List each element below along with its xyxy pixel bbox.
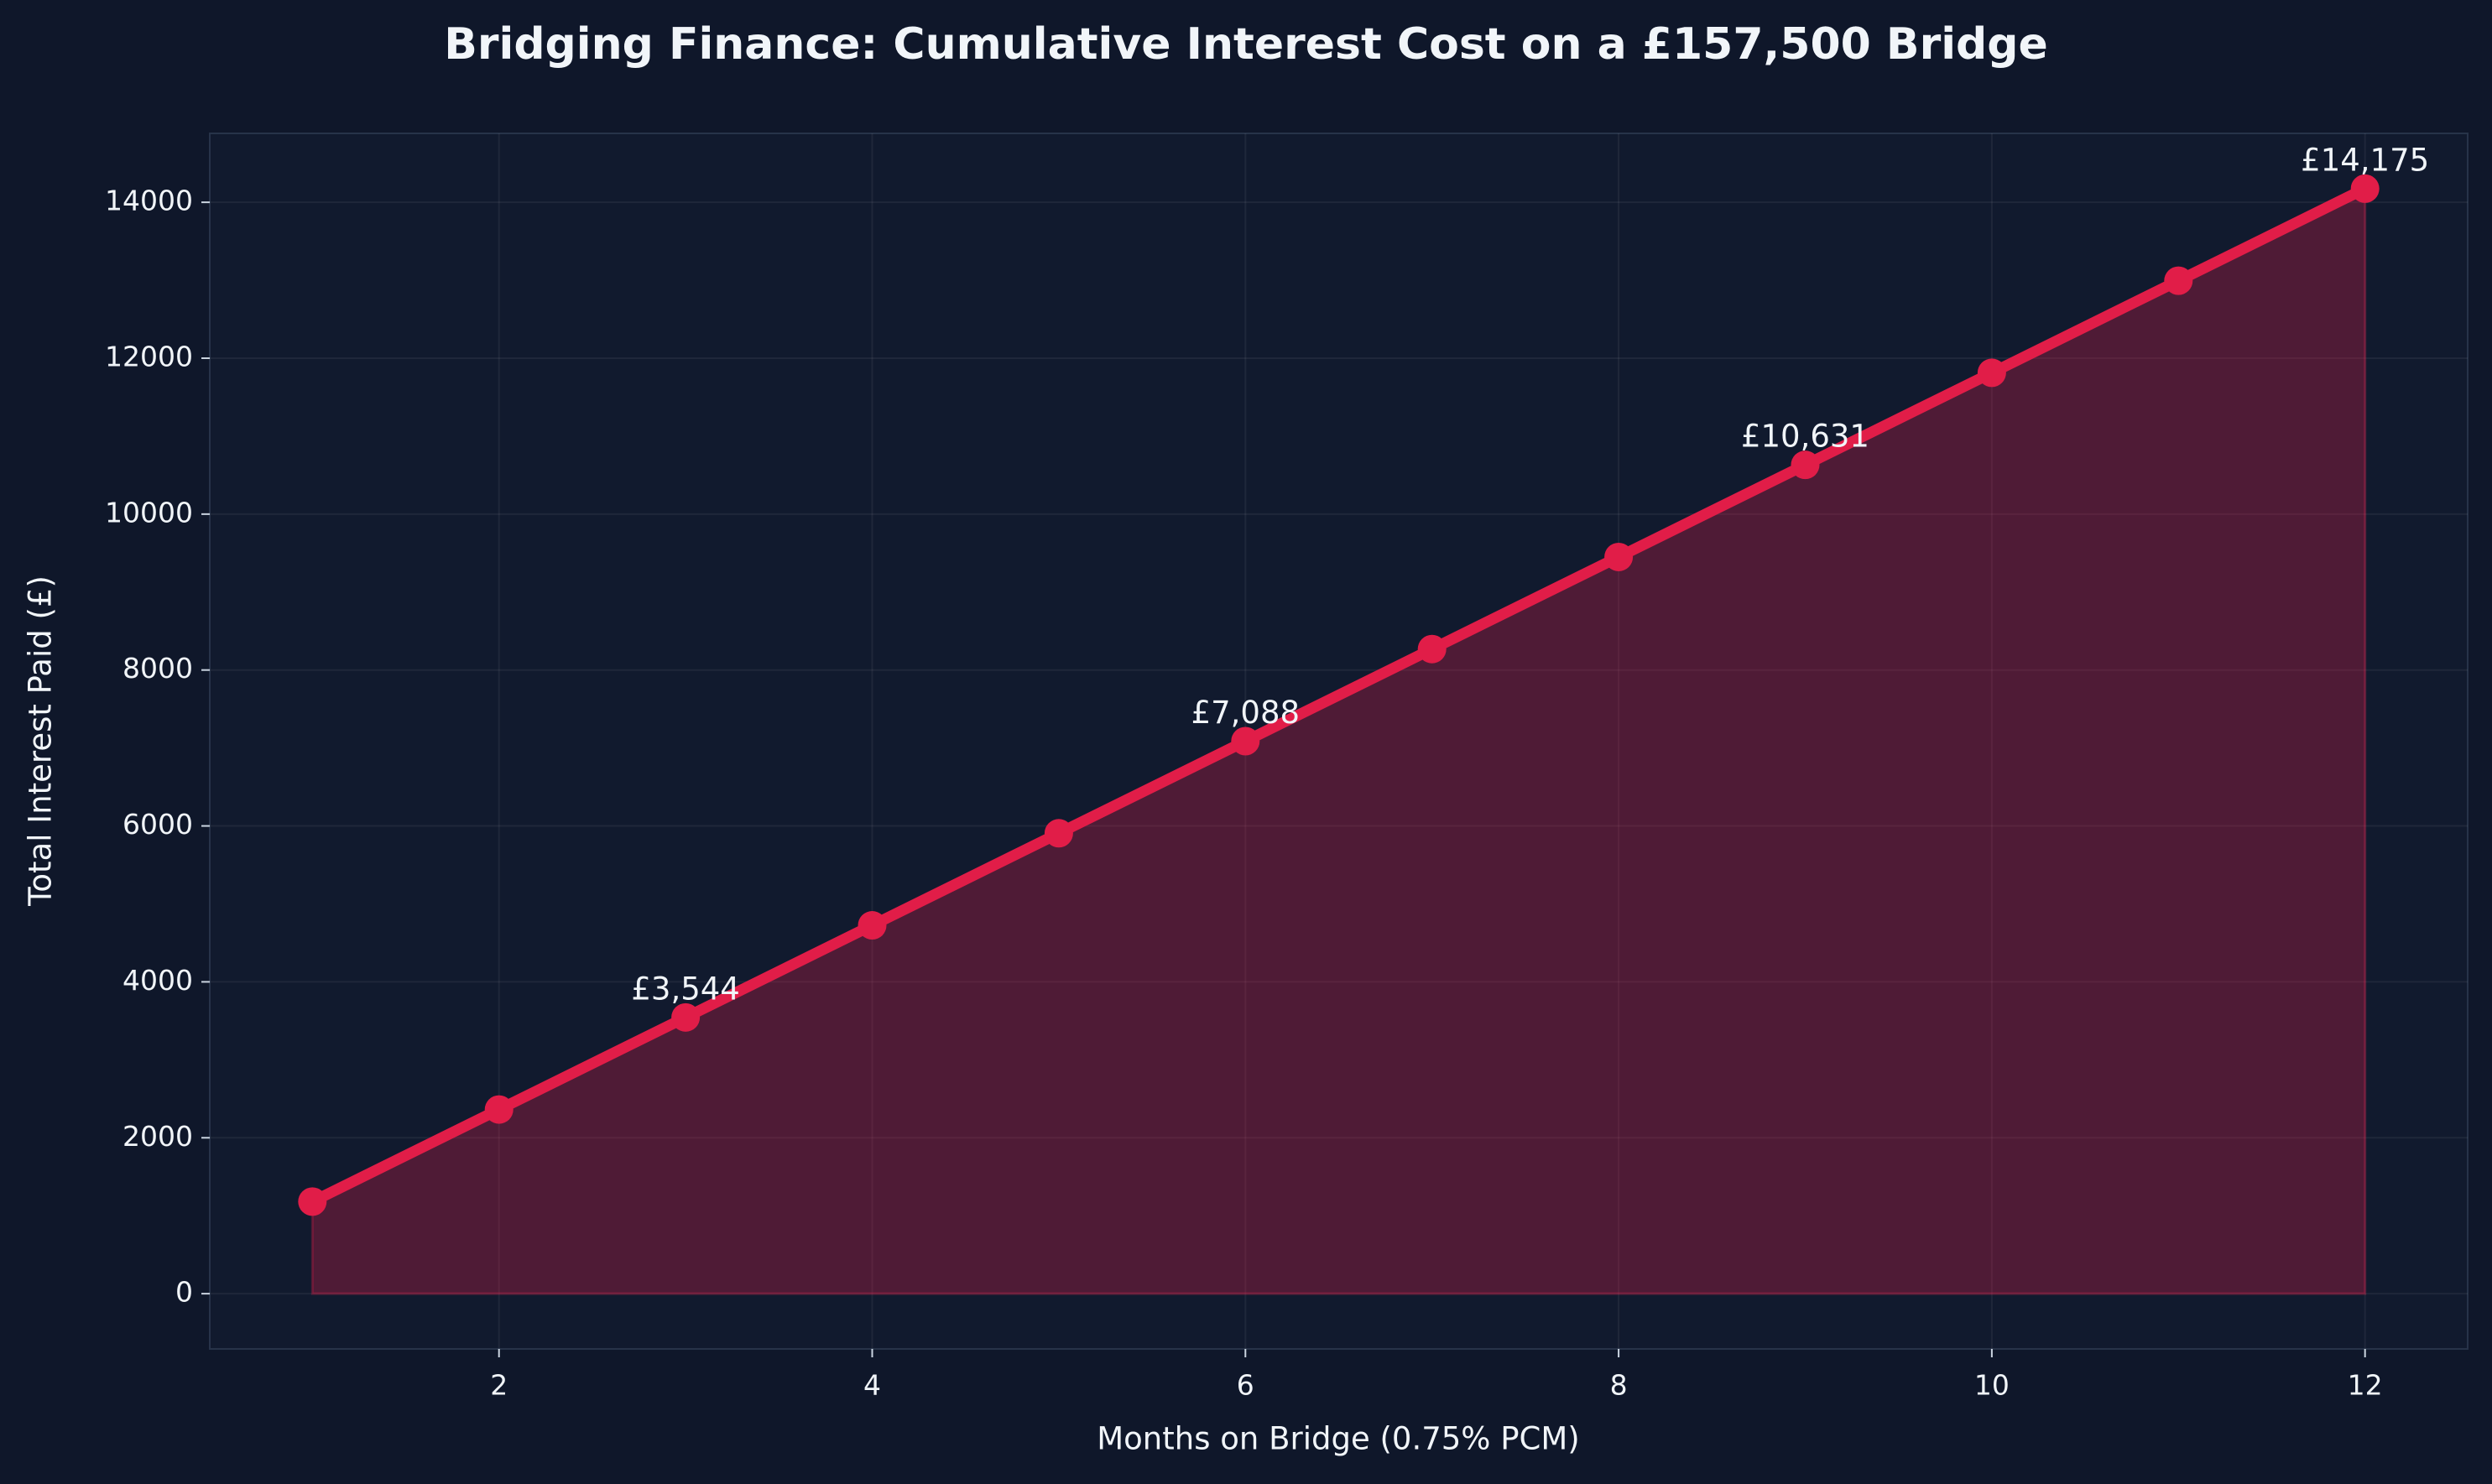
y-tick-label: 10000: [105, 496, 193, 529]
y-tick-label: 4000: [123, 964, 193, 997]
y-tick-label: 6000: [123, 808, 193, 841]
marker: [858, 911, 887, 940]
data-label: £14,175: [2301, 142, 2429, 178]
marker: [671, 1002, 701, 1032]
data-label: £3,544: [631, 971, 739, 1007]
marker: [1044, 819, 1073, 848]
marker: [1791, 450, 1820, 480]
x-tick-label: 6: [1237, 1369, 1254, 1402]
x-tick-label: 2: [490, 1369, 508, 1402]
y-tick-label: 8000: [123, 652, 193, 685]
data-label: £7,088: [1191, 695, 1300, 731]
y-axis-label: Total Interest Paid (£): [23, 575, 59, 907]
y-tick-label: 2000: [123, 1120, 193, 1153]
x-axis-label: Months on Bridge (0.75% PCM): [1097, 1421, 1579, 1457]
y-tick-label: 12000: [105, 340, 193, 372]
y-tick-label: 0: [175, 1276, 193, 1309]
marker: [2164, 266, 2193, 295]
y-tick-label: 14000: [105, 185, 193, 217]
chart-title: Bridging Finance: Cumulative Interest Co…: [444, 19, 2048, 70]
marker: [298, 1187, 327, 1216]
data-label: £10,631: [1741, 419, 1869, 455]
x-tick-label: 12: [2348, 1369, 2383, 1402]
x-tick-label: 8: [1610, 1369, 1628, 1402]
plot-area: [209, 133, 2469, 1350]
marker: [1977, 358, 2006, 388]
x-tick-label: 10: [1974, 1369, 2010, 1402]
marker: [1417, 634, 1447, 664]
line: [306, 183, 2371, 1207]
marker: [2350, 174, 2380, 203]
marker: [1604, 542, 1634, 571]
marker: [484, 1095, 514, 1124]
marker: [1231, 726, 1260, 756]
x-tick-label: 4: [863, 1369, 881, 1402]
